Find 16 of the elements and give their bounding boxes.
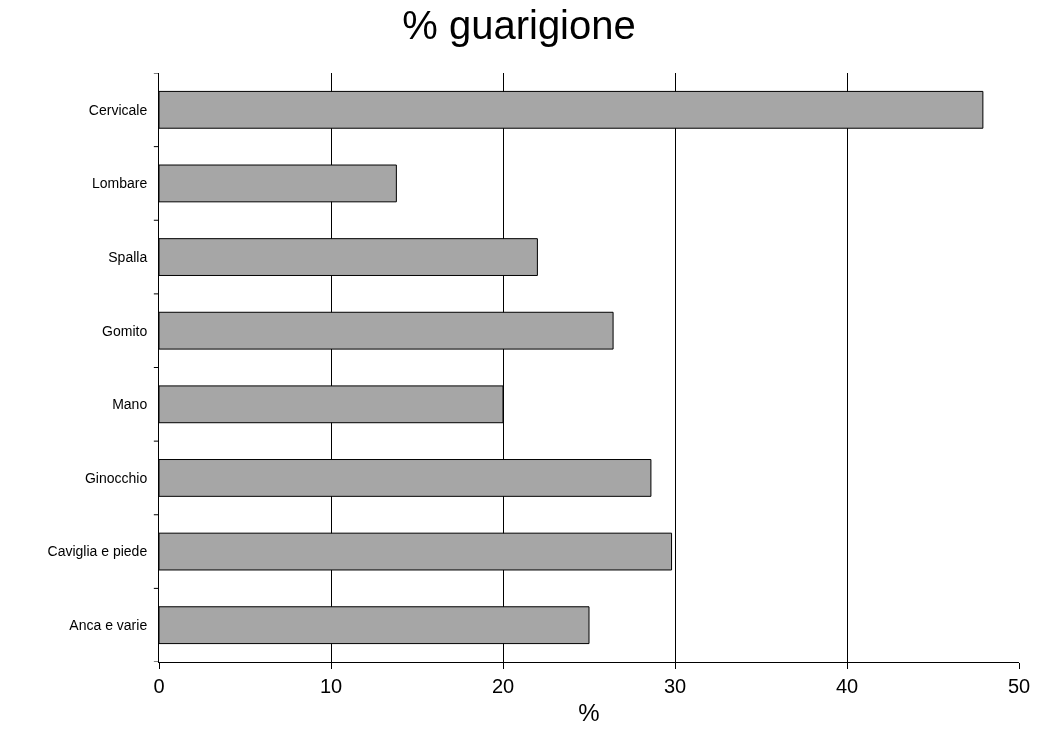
x-tick-label: 10 (319, 675, 343, 697)
y-tick-label: Ginocchio (84, 469, 148, 486)
x-tick-label: 20 (491, 675, 515, 697)
y-tick-label: Cervicale (88, 101, 148, 118)
chart-title: % guarigione (402, 3, 636, 48)
x-tick-label: 50 (1007, 675, 1031, 697)
y-tick-label: Spalla (108, 248, 148, 265)
y-tick-label: Gomito (102, 322, 148, 339)
y-tick-label: Mano (112, 396, 148, 413)
x-tick-label: 40 (835, 675, 859, 697)
y-tick-label: Caviglia e piede (47, 543, 148, 560)
x-tick-label: 0 (153, 675, 165, 697)
x-axis-title: % (578, 699, 600, 727)
y-tick-label: Lombare (91, 175, 148, 192)
x-tick-label: 30 (663, 675, 687, 697)
y-tick-label: Anca e varie (69, 617, 148, 634)
